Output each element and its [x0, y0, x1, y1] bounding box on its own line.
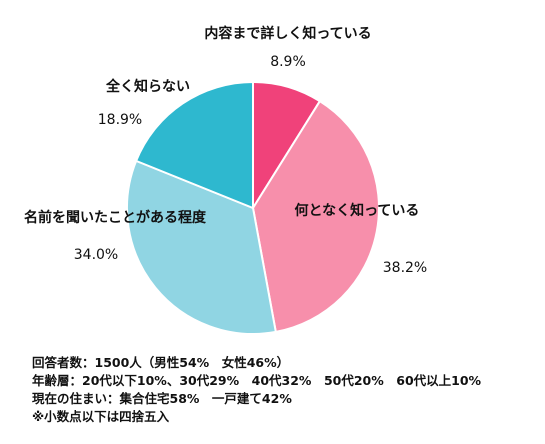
slice-somewhat: [251, 99, 380, 334]
slice-label-none: 全く知らない: [105, 78, 190, 95]
note-rounding: ※小数点以下は四捨五入: [32, 409, 170, 424]
pie-slices: [126, 80, 380, 335]
slice-value-none: 18.9%: [98, 112, 142, 128]
slice-label-somewhat: 何となく知っている: [295, 202, 420, 219]
survey-notes: 回答者数：1500人（男性54% 女性46%） 年齢層：20代以下10%、30代…: [32, 354, 542, 426]
note-residence: 現在の住まい：集合住宅58% 一戸建て42%: [32, 391, 292, 406]
slice-name-only: [126, 159, 277, 335]
note-age-groups: 年齢層：20代以下10%、30代29% 40代32% 50代20% 60代以上1…: [32, 373, 482, 388]
note-respondents: 回答者数：1500人（男性54% 女性46%）: [32, 355, 290, 370]
slice-value-detailed: 8.9%: [270, 54, 306, 70]
pie-chart: 内容まで詳しく知っている 8.9% 何となく知っている 38.2% 名前を聞いた…: [24, 25, 427, 335]
slice-label-detailed: 内容まで詳しく知っている: [204, 25, 371, 42]
slice-none: [134, 80, 254, 210]
slice-label-name-only: 名前を聞いたことがある程度: [24, 209, 207, 226]
slice-value-name-only: 34.0%: [74, 247, 118, 263]
slice-value-somewhat: 38.2%: [383, 260, 427, 276]
